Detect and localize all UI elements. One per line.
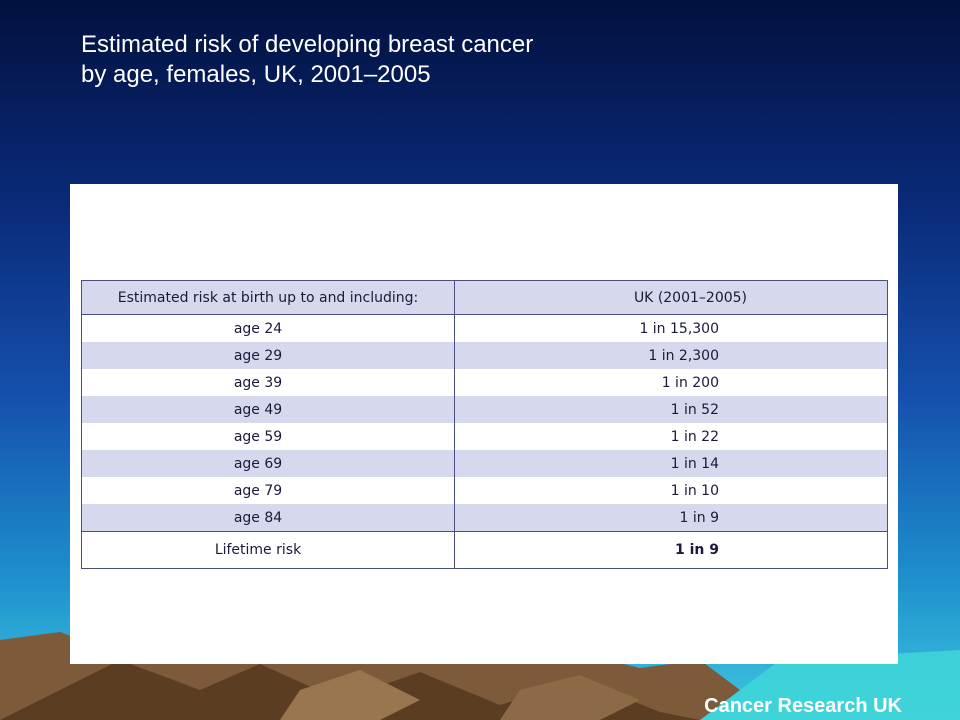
risk-cell: 1 in 22: [454, 423, 888, 450]
title-line-1: Estimated risk of developing breast canc…: [81, 31, 534, 58]
column-header-age: Estimated risk at birth up to and includ…: [81, 280, 455, 315]
lifetime-risk-value: 1 in 9: [454, 531, 888, 569]
table-row: age 49 1 in 52: [81, 396, 888, 423]
age-cell: age 39: [81, 369, 455, 396]
risk-cell: 1 in 9: [454, 504, 888, 532]
source-credit: Cancer Research UK: [704, 695, 902, 717]
risk-cell: 1 in 200: [454, 369, 888, 396]
risk-cell: 1 in 10: [454, 477, 888, 504]
table-row: age 84 1 in 9: [81, 504, 888, 532]
table-row: age 24 1 in 15,300: [81, 314, 888, 342]
title-line-2: by age, females, UK, 2001–2005: [81, 61, 431, 88]
age-cell: age 84: [81, 504, 455, 532]
table-header-row: Estimated risk at birth up to and includ…: [81, 280, 888, 315]
table-panel: Estimated risk at birth up to and includ…: [70, 184, 898, 664]
age-cell: age 79: [81, 477, 455, 504]
risk-cell: 1 in 14: [454, 450, 888, 477]
risk-table: Estimated risk at birth up to and includ…: [81, 280, 888, 569]
column-header-uk: UK (2001–2005): [454, 280, 888, 315]
table-row: age 69 1 in 14: [81, 450, 888, 477]
age-cell: age 69: [81, 450, 455, 477]
age-cell: age 24: [81, 314, 455, 342]
risk-cell: 1 in 52: [454, 396, 888, 423]
slide-title: Estimated risk of developing breast canc…: [81, 30, 781, 90]
lifetime-risk-label: Lifetime risk: [81, 531, 455, 569]
age-cell: age 49: [81, 396, 455, 423]
table-row: age 59 1 in 22: [81, 423, 888, 450]
risk-cell: 1 in 2,300: [454, 342, 888, 369]
table-row: age 39 1 in 200: [81, 369, 888, 396]
age-cell: age 29: [81, 342, 455, 369]
lifetime-risk-row: Lifetime risk 1 in 9: [81, 531, 888, 569]
table-row: age 79 1 in 10: [81, 477, 888, 504]
age-cell: age 59: [81, 423, 455, 450]
risk-cell: 1 in 15,300: [454, 314, 888, 342]
table-row: age 29 1 in 2,300: [81, 342, 888, 369]
